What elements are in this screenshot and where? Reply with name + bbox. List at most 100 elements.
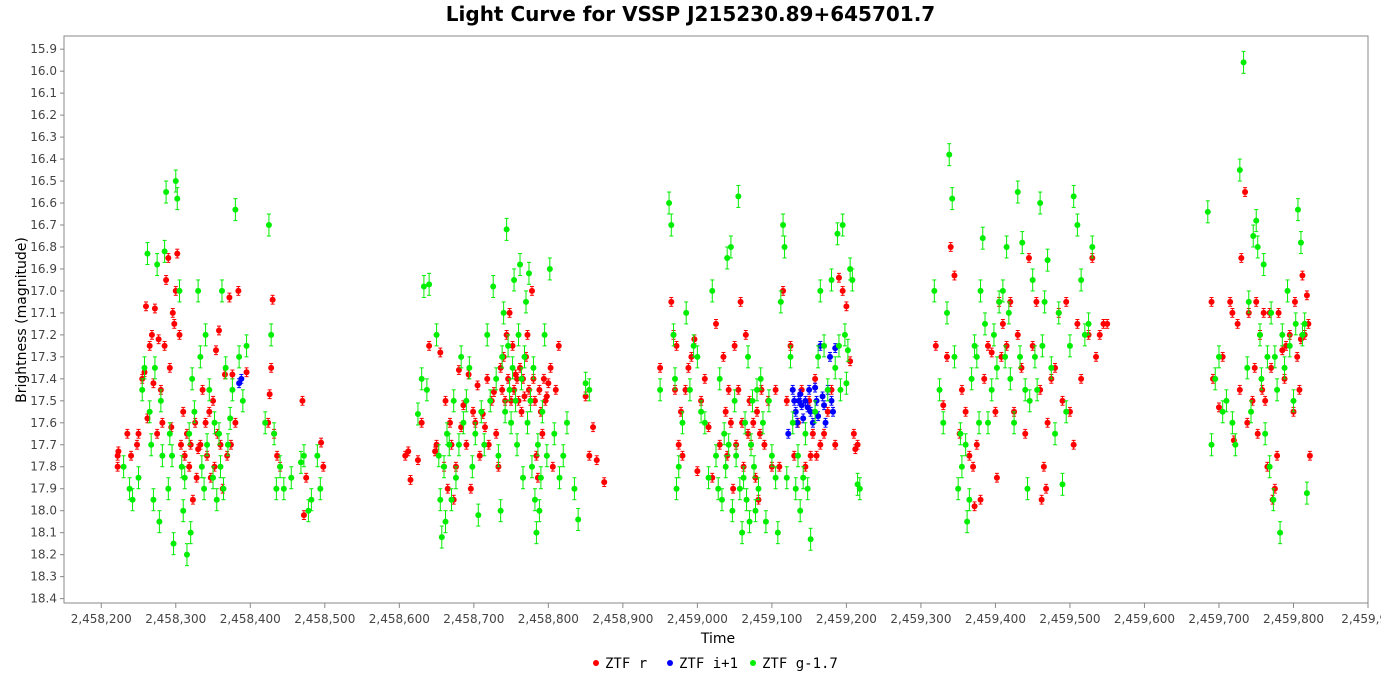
x-tick-label: 2,459,200 bbox=[816, 612, 877, 626]
x-tick-label: 2,459,000 bbox=[667, 612, 728, 626]
y-tick-label: 16.8 bbox=[30, 240, 57, 254]
data-point bbox=[157, 397, 164, 404]
data-point bbox=[215, 430, 222, 437]
data-point bbox=[742, 419, 749, 426]
data-point bbox=[503, 226, 510, 233]
x-tick-label: 2,459,90 bbox=[1341, 612, 1381, 626]
data-point bbox=[735, 193, 742, 200]
data-point bbox=[949, 195, 956, 202]
data-point bbox=[827, 353, 834, 360]
data-point bbox=[482, 424, 489, 431]
data-point bbox=[1074, 222, 1081, 228]
data-point bbox=[232, 206, 239, 213]
data-point bbox=[951, 353, 958, 360]
data-point bbox=[586, 386, 593, 393]
x-axis: 2,458,200 2,458,300 2,458,400 2,458,500 2,45… bbox=[71, 603, 1381, 626]
data-point bbox=[812, 384, 819, 391]
data-point bbox=[536, 386, 543, 393]
data-point bbox=[1229, 309, 1236, 316]
data-point bbox=[673, 485, 680, 492]
data-point bbox=[733, 452, 740, 459]
data-point bbox=[217, 463, 224, 470]
data-point bbox=[798, 402, 805, 409]
data-point bbox=[785, 430, 792, 437]
data-point bbox=[815, 353, 822, 360]
data-point bbox=[679, 419, 686, 426]
data-point bbox=[472, 430, 479, 437]
data-point bbox=[807, 408, 814, 415]
data-point bbox=[115, 448, 122, 455]
data-point bbox=[685, 364, 692, 371]
data-point bbox=[1219, 408, 1226, 415]
data-point bbox=[414, 457, 421, 464]
data-point bbox=[202, 331, 209, 338]
data-point bbox=[841, 331, 848, 338]
data-point bbox=[731, 342, 738, 349]
data-point bbox=[204, 441, 211, 448]
data-point bbox=[962, 408, 969, 415]
data-point bbox=[800, 415, 807, 422]
data-point bbox=[490, 283, 497, 290]
data-point bbox=[161, 342, 168, 349]
data-point bbox=[299, 397, 306, 404]
data-point bbox=[812, 375, 819, 382]
data-point bbox=[990, 331, 997, 338]
data-point bbox=[720, 353, 727, 360]
data-point bbox=[534, 441, 541, 448]
data-point bbox=[590, 424, 597, 431]
data-point bbox=[180, 507, 187, 514]
data-point bbox=[976, 419, 983, 426]
data-point bbox=[824, 408, 831, 415]
data-point bbox=[792, 485, 799, 492]
data-point bbox=[743, 496, 750, 503]
data-point bbox=[839, 222, 846, 228]
data-point bbox=[672, 375, 679, 382]
data-point bbox=[722, 408, 729, 415]
x-tick-label: 2,459,100 bbox=[741, 612, 802, 626]
data-point bbox=[722, 463, 729, 470]
data-point bbox=[178, 463, 185, 470]
data-point bbox=[981, 320, 988, 327]
data-point bbox=[497, 507, 504, 514]
data-point bbox=[977, 496, 984, 503]
data-point bbox=[300, 512, 307, 519]
data-point bbox=[755, 485, 762, 492]
data-point bbox=[776, 463, 783, 470]
y-tick-label: 16.6 bbox=[30, 196, 57, 210]
data-point bbox=[1274, 386, 1281, 393]
data-point bbox=[490, 389, 497, 396]
data-point bbox=[521, 393, 528, 400]
data-point bbox=[1033, 298, 1040, 305]
y-tick-label: 17.1 bbox=[30, 306, 57, 320]
data-point bbox=[134, 441, 141, 448]
data-point bbox=[195, 287, 202, 294]
data-point bbox=[1059, 481, 1066, 488]
data-point bbox=[546, 265, 553, 272]
data-point bbox=[437, 349, 444, 356]
data-point bbox=[1215, 404, 1222, 411]
data-point bbox=[795, 397, 802, 404]
data-point bbox=[509, 364, 516, 371]
data-point bbox=[988, 386, 995, 393]
data-point bbox=[1003, 243, 1010, 250]
data-point bbox=[1234, 320, 1241, 327]
data-point bbox=[221, 371, 228, 378]
data-point bbox=[757, 375, 764, 382]
data-point bbox=[727, 243, 734, 250]
data-point bbox=[1279, 331, 1286, 338]
data-point bbox=[169, 309, 176, 316]
data-point bbox=[193, 474, 200, 481]
y-tick-label: 17.3 bbox=[30, 350, 57, 364]
data-point bbox=[1297, 239, 1304, 246]
data-point bbox=[452, 474, 459, 481]
data-point bbox=[1093, 353, 1100, 360]
data-point bbox=[520, 474, 527, 481]
data-point bbox=[541, 331, 548, 338]
data-point bbox=[460, 402, 467, 409]
data-point bbox=[1041, 298, 1048, 305]
data-point bbox=[993, 474, 1000, 481]
data-point bbox=[308, 496, 315, 503]
data-point bbox=[999, 287, 1006, 294]
data-point bbox=[968, 375, 975, 382]
legend-label: ZTF r bbox=[605, 656, 647, 672]
